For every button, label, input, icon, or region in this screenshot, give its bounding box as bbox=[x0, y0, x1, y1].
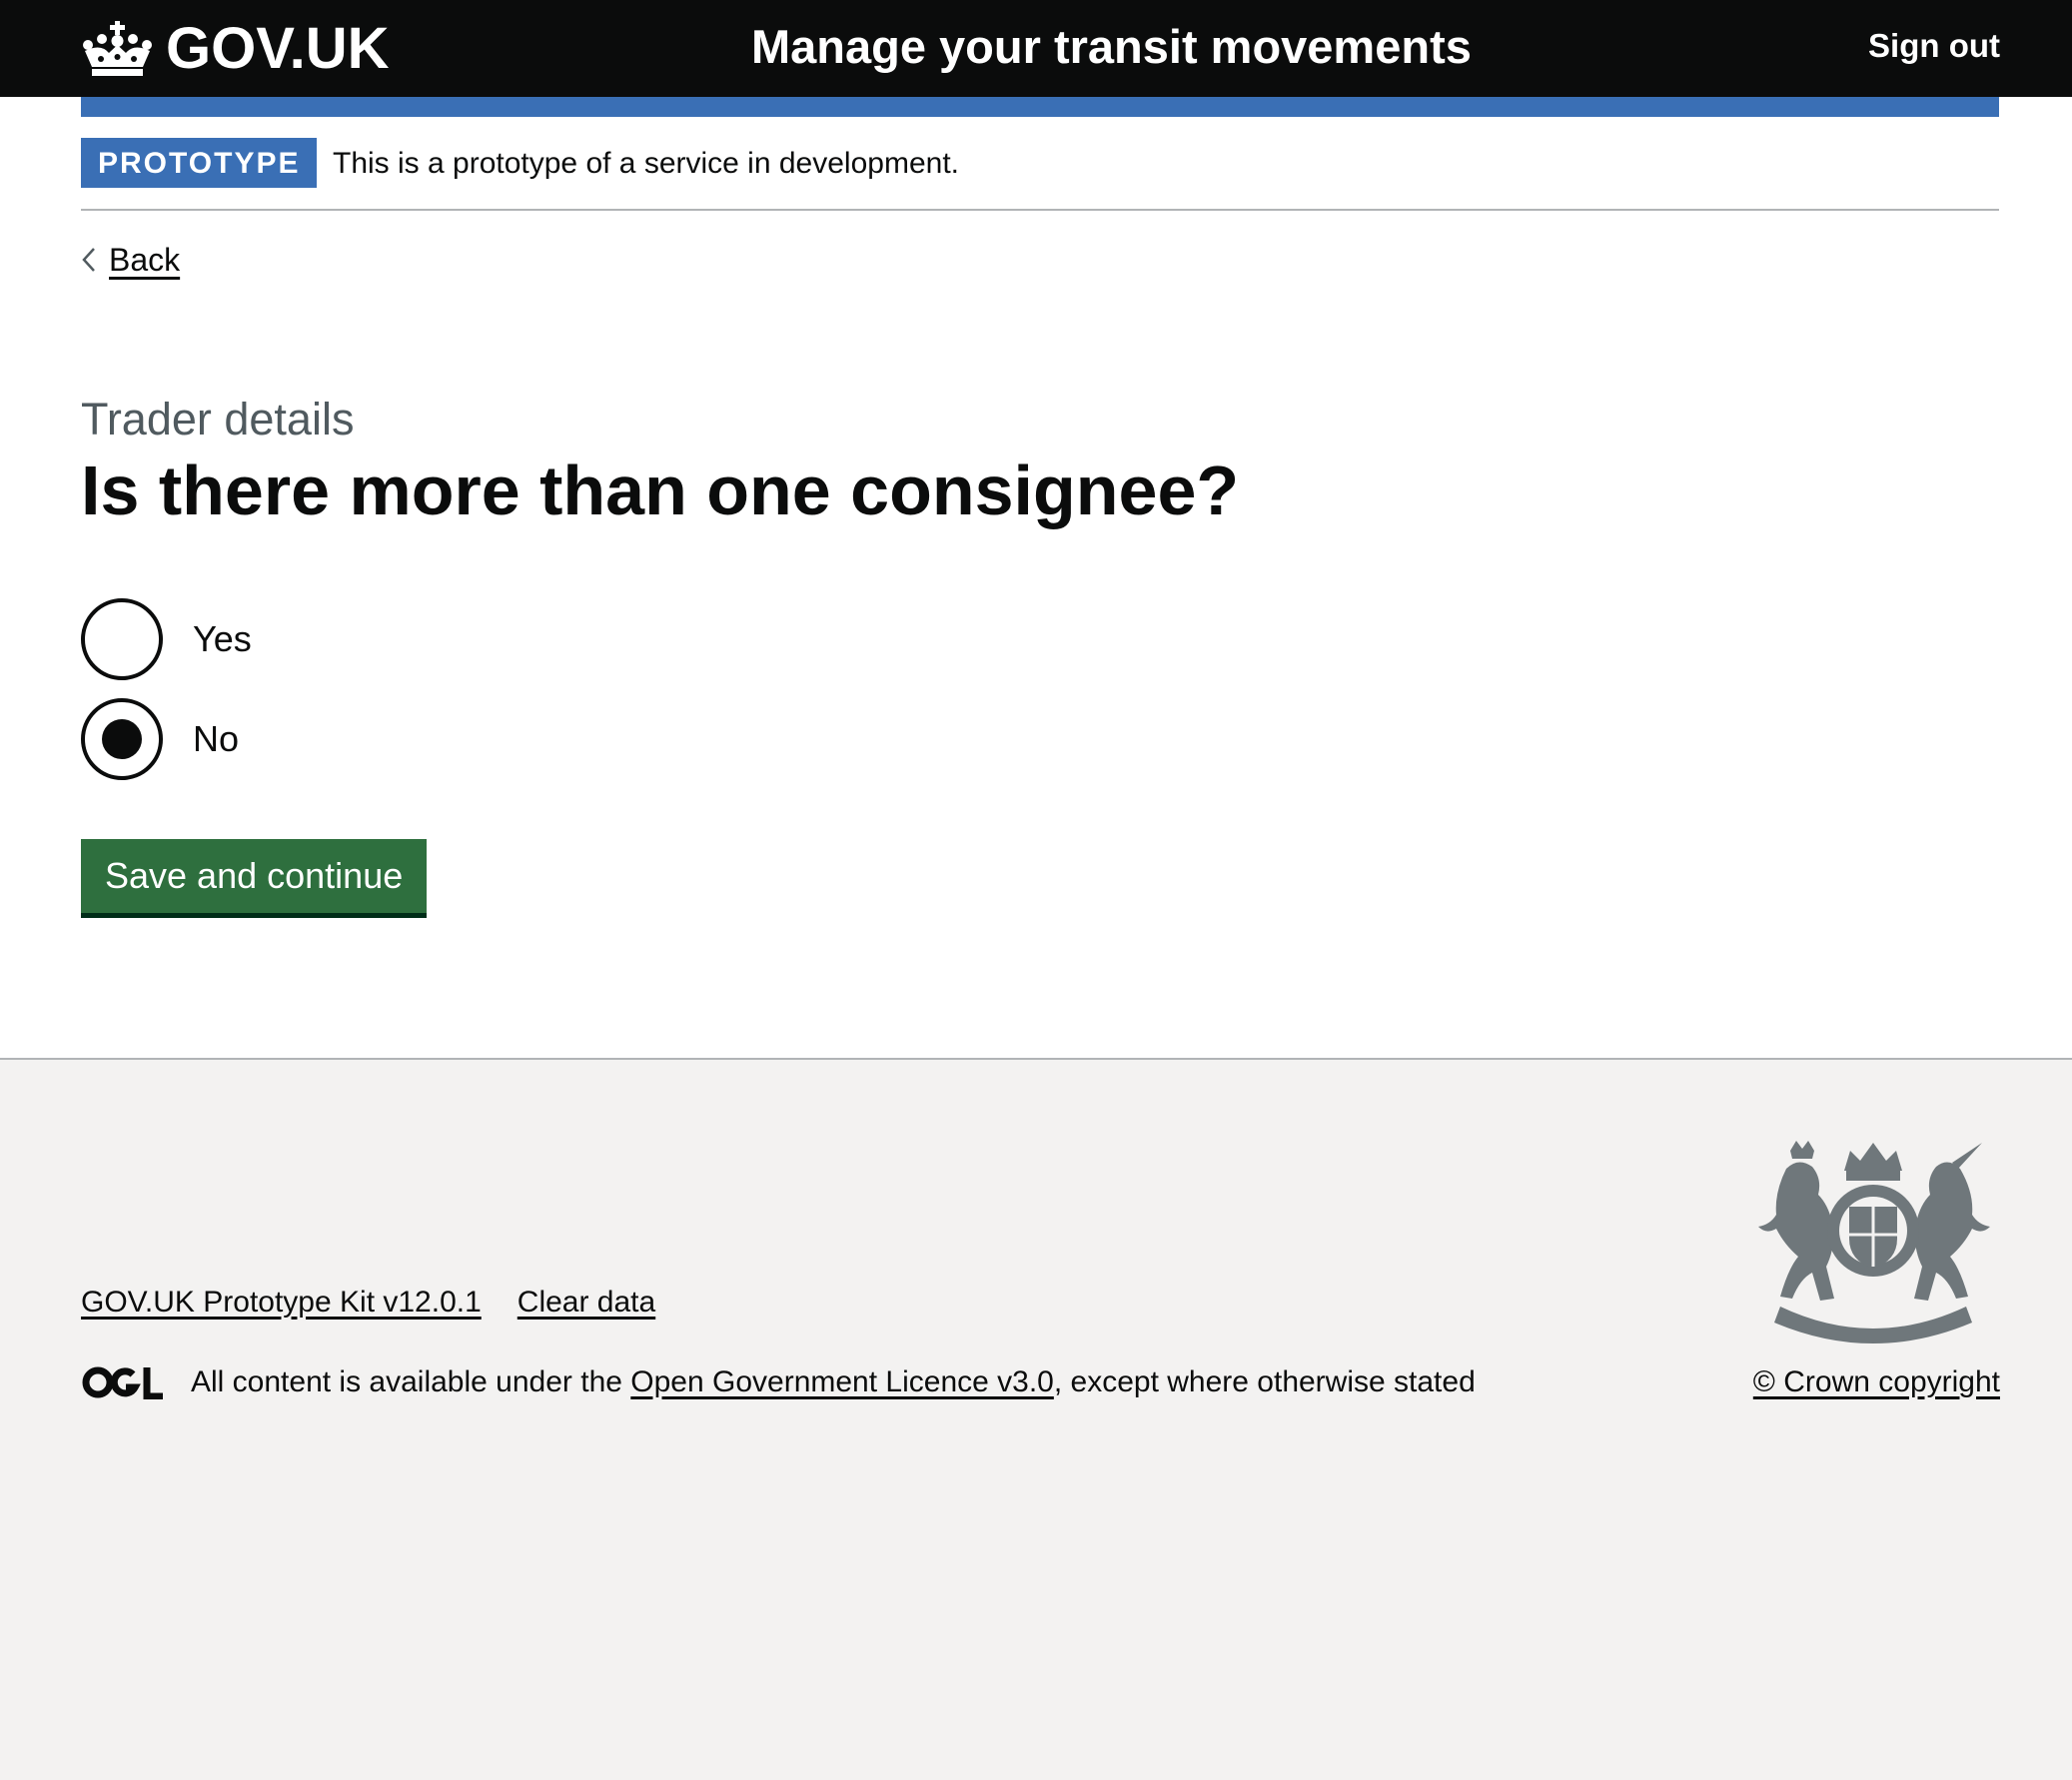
royal-coat-of-arms-icon bbox=[1758, 1141, 1990, 1343]
licence-prefix: All content is available under the bbox=[191, 1365, 631, 1398]
footer-top-border bbox=[0, 1058, 2072, 1060]
radio-button-yes[interactable] bbox=[81, 598, 163, 680]
page-title: Is there more than one consignee? bbox=[81, 451, 1240, 529]
ogl-logo-icon bbox=[82, 1366, 163, 1399]
crown-icon bbox=[83, 21, 152, 76]
licence-suffix: , except where otherwise stated bbox=[1053, 1365, 1476, 1398]
logo-text: GOV.UK bbox=[166, 16, 390, 81]
service-name[interactable]: Manage your transit movements bbox=[751, 20, 1472, 73]
back-link[interactable]: Back bbox=[81, 236, 180, 284]
section-caption: Trader details bbox=[81, 394, 355, 445]
clear-data-link[interactable]: Clear data bbox=[517, 1286, 656, 1319]
licence-row: All content is available under the Open … bbox=[81, 1358, 1476, 1406]
radio-option-yes[interactable]: Yes bbox=[81, 598, 252, 680]
prototype-kit-link[interactable]: GOV.UK Prototype Kit v12.0.1 bbox=[81, 1286, 482, 1319]
chevron-left-icon bbox=[82, 248, 95, 272]
phase-banner: PROTOTYPE This is a prototype of a servi… bbox=[81, 137, 1999, 211]
footer-meta-links: GOV.UK Prototype Kit v12.0.1 Clear data bbox=[81, 1279, 655, 1327]
back-link-label: Back bbox=[109, 242, 181, 278]
radio-label-no: No bbox=[193, 718, 240, 759]
open-government-licence-link[interactable]: Open Government Licence v3.0 bbox=[630, 1365, 1054, 1398]
header-accent-bar bbox=[81, 97, 1999, 117]
radio-label-yes: Yes bbox=[193, 618, 252, 659]
radio-button-no[interactable] bbox=[81, 698, 163, 780]
sign-out-link[interactable]: Sign out bbox=[1868, 27, 2000, 64]
save-and-continue-button[interactable]: Save and continue bbox=[81, 839, 428, 913]
phase-text: This is a prototype of a service in deve… bbox=[333, 147, 959, 180]
crown-copyright-link[interactable]: © Crown copyright bbox=[1752, 1365, 2000, 1398]
govuk-logo-link[interactable]: GOV.UK bbox=[81, 14, 389, 84]
site-header: GOV.UK Manage your transit movements Sig… bbox=[0, 0, 2072, 97]
radio-option-no[interactable]: No bbox=[81, 698, 239, 780]
licence-text: All content is available under the Open … bbox=[191, 1358, 1476, 1406]
phase-tag: PROTOTYPE bbox=[81, 138, 318, 188]
radio-selected-dot bbox=[102, 719, 142, 759]
